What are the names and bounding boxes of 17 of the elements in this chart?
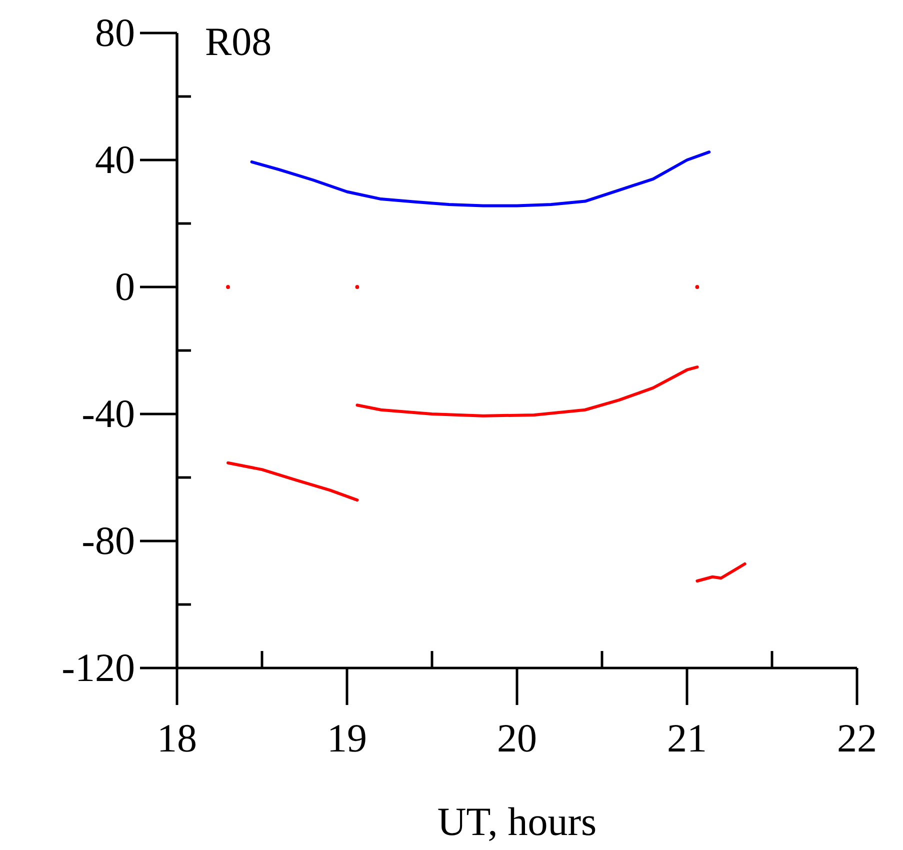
x-tick-label: 19 [327, 715, 367, 760]
x-axis-title: UT, hours [437, 799, 597, 844]
line-series [356, 366, 699, 418]
y-tick-label: -120 [62, 644, 135, 690]
y-tick-label: -80 [82, 518, 135, 563]
x-tick-label: 20 [497, 715, 537, 760]
y-tick-label: 0 [115, 264, 135, 309]
line-series [696, 562, 746, 583]
x-tick-label: 22 [837, 715, 877, 760]
x-tick-label: 18 [157, 715, 197, 760]
y-tick-label: 80 [95, 10, 135, 55]
chart-title: R08 [205, 19, 272, 64]
x-tick-label: 21 [667, 715, 707, 760]
line-series [250, 150, 711, 208]
y-tick-label: -40 [82, 390, 135, 436]
y-tick-label: 40 [95, 136, 135, 182]
line-series [226, 461, 359, 502]
